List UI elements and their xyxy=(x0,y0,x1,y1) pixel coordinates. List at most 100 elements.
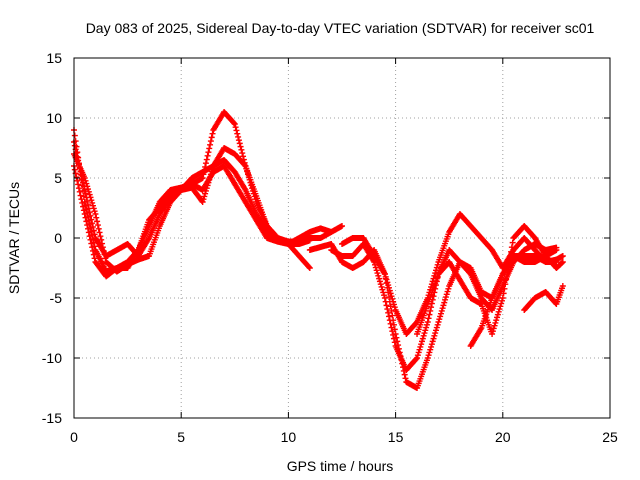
data-point xyxy=(209,165,216,172)
data-point xyxy=(419,335,426,342)
data-point xyxy=(428,343,435,350)
x-tick-label: 5 xyxy=(177,429,185,445)
data-point xyxy=(386,284,393,291)
data-point xyxy=(559,283,566,289)
data-point xyxy=(441,299,448,306)
data-point xyxy=(376,278,383,285)
data-point xyxy=(95,225,102,232)
data-point xyxy=(202,160,209,167)
series-track-10 xyxy=(521,283,566,313)
data-point xyxy=(100,247,107,254)
data-point xyxy=(435,319,442,325)
data-point xyxy=(84,222,91,229)
data-point xyxy=(390,335,397,342)
data-point xyxy=(200,196,207,203)
data-point xyxy=(434,261,441,268)
data-point xyxy=(235,137,242,144)
data-point xyxy=(427,346,434,353)
data-point xyxy=(339,223,345,229)
data-point xyxy=(207,141,214,148)
data-point xyxy=(77,192,84,199)
data-point xyxy=(413,355,420,362)
data-point xyxy=(71,132,78,139)
data-point xyxy=(91,231,98,238)
x-tick-label: 15 xyxy=(388,429,404,445)
data-point xyxy=(97,233,104,240)
data-point xyxy=(425,315,432,322)
data-point xyxy=(501,285,508,292)
data-point xyxy=(306,264,313,271)
data-point xyxy=(381,295,388,301)
data-point xyxy=(378,283,385,290)
data-point xyxy=(93,214,100,221)
data-point xyxy=(80,207,87,214)
data-point xyxy=(386,317,393,324)
data-point xyxy=(500,290,507,297)
data-point xyxy=(391,304,398,311)
data-point xyxy=(432,330,439,337)
data-point xyxy=(202,187,209,194)
data-point xyxy=(417,343,424,350)
data-point xyxy=(205,179,212,186)
data-point xyxy=(489,328,496,335)
axis-ticks: 0 5 10 15 20 25 -15 -10 -5 0 5 10 15 xyxy=(42,50,618,445)
data-point xyxy=(102,255,109,262)
data-point xyxy=(79,199,86,206)
data-point xyxy=(91,208,98,215)
data-point xyxy=(82,177,89,184)
data-point xyxy=(85,229,92,236)
data-point xyxy=(390,298,397,305)
data-point xyxy=(390,301,397,308)
data-point xyxy=(439,305,446,312)
data-point xyxy=(438,307,445,314)
data-point xyxy=(89,223,96,230)
data-point xyxy=(201,167,208,174)
data-point xyxy=(206,176,213,183)
data-point xyxy=(89,199,96,206)
data-point xyxy=(207,174,214,181)
data-point xyxy=(414,355,421,361)
data-point xyxy=(433,324,440,331)
data-point xyxy=(420,332,427,339)
data-point xyxy=(373,267,380,274)
data-point xyxy=(389,312,396,319)
data-point xyxy=(434,321,441,328)
y-tick-label: 5 xyxy=(54,170,62,186)
data-point xyxy=(418,341,425,348)
series-track-4 xyxy=(71,145,313,280)
series-track-9 xyxy=(467,247,560,349)
data-point xyxy=(233,127,240,134)
data-point xyxy=(491,322,498,329)
data-point xyxy=(489,331,496,337)
data-point xyxy=(440,302,447,309)
data-point xyxy=(306,237,313,244)
data-point xyxy=(96,229,103,236)
y-tick-label: -15 xyxy=(42,410,62,426)
data-point xyxy=(493,317,500,324)
data-point xyxy=(379,286,386,293)
data-point xyxy=(387,290,394,297)
data-point xyxy=(78,196,85,203)
data-point xyxy=(199,175,206,181)
data-point xyxy=(76,188,83,195)
y-axis-label: SDTVAR / TECUs xyxy=(6,182,22,294)
data-point xyxy=(239,150,246,157)
data-point xyxy=(388,293,395,300)
data-point xyxy=(380,289,387,296)
data-point xyxy=(85,188,92,195)
data-point xyxy=(386,287,393,294)
x-axis-label: GPS time / hours xyxy=(287,458,394,474)
data-point xyxy=(444,288,451,295)
data-point xyxy=(306,265,313,271)
data-point xyxy=(208,134,215,141)
data-point xyxy=(85,225,92,232)
data-point xyxy=(81,211,88,217)
data-point xyxy=(559,253,566,259)
data-point xyxy=(426,311,433,318)
data-point xyxy=(387,320,394,327)
data-point xyxy=(200,171,207,178)
data-point xyxy=(237,143,244,150)
data-point xyxy=(383,276,390,283)
data-point xyxy=(384,306,391,313)
data-point xyxy=(209,130,216,137)
